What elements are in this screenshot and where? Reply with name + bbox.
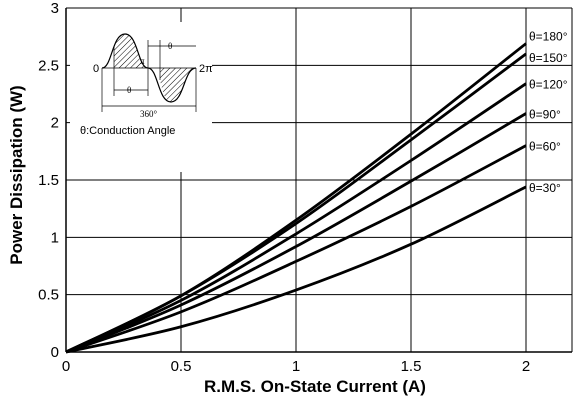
inset-label-pi: π xyxy=(140,56,145,66)
y-tick-label: 2.5 xyxy=(38,57,59,74)
inset-label-theta-top: θ xyxy=(168,41,172,51)
y-tick-label: 0.5 xyxy=(38,287,59,304)
inset-hatch-negative xyxy=(160,68,196,102)
inset-hatch-positive xyxy=(114,34,148,68)
axes xyxy=(65,8,573,353)
y-tick-label: 3 xyxy=(51,0,59,17)
series-labels: θ=180° θ=150° θ=120° θ=90° θ=60° θ=30° xyxy=(529,30,568,195)
y-tick-label: 1 xyxy=(51,229,59,246)
series-line xyxy=(65,144,527,354)
y-tick-label: 0 xyxy=(51,344,59,361)
x-tick-label: 0 xyxy=(62,358,70,375)
inset-background xyxy=(70,22,212,172)
series-line xyxy=(65,112,527,354)
conduction-angle-inset: 0 π 2π θ θ 360° θ:Conduction Angle xyxy=(70,22,213,172)
series-label: θ=150° xyxy=(529,51,568,65)
inset-label-2pi: 2π xyxy=(199,63,213,75)
series-label: θ=30° xyxy=(529,181,561,195)
x-tick-labels: 0 0.5 1 1.5 2 xyxy=(62,358,530,375)
y-tick-label: 2 xyxy=(51,115,59,132)
x-tick-label: 0.5 xyxy=(171,358,192,375)
grid xyxy=(66,7,572,352)
series-line xyxy=(65,52,527,354)
inset-caption: θ:Conduction Angle xyxy=(80,125,175,137)
series-label: θ=120° xyxy=(529,78,568,92)
series-label: θ=90° xyxy=(529,107,561,121)
series-lines xyxy=(65,42,527,354)
series-label: θ=180° xyxy=(529,30,568,44)
x-tick-label: 2 xyxy=(522,358,530,375)
x-axis-title: R.M.S. On-State Current (A) xyxy=(204,377,426,396)
series-label: θ=60° xyxy=(529,140,561,154)
inset-label-360: 360° xyxy=(140,109,158,119)
x-tick-label: 1 xyxy=(292,358,300,375)
inset-label-zero: 0 xyxy=(93,63,99,75)
y-tick-labels: 0 0.5 1 1.5 2 2.5 3 xyxy=(38,0,59,361)
y-axis-title: Power Dissipation (W) xyxy=(7,85,26,264)
inset-label-theta-bottom: θ xyxy=(127,85,131,95)
y-tick-label: 1.5 xyxy=(38,172,59,189)
series-line xyxy=(65,82,527,354)
x-tick-label: 1.5 xyxy=(401,358,422,375)
series-line xyxy=(65,185,527,354)
